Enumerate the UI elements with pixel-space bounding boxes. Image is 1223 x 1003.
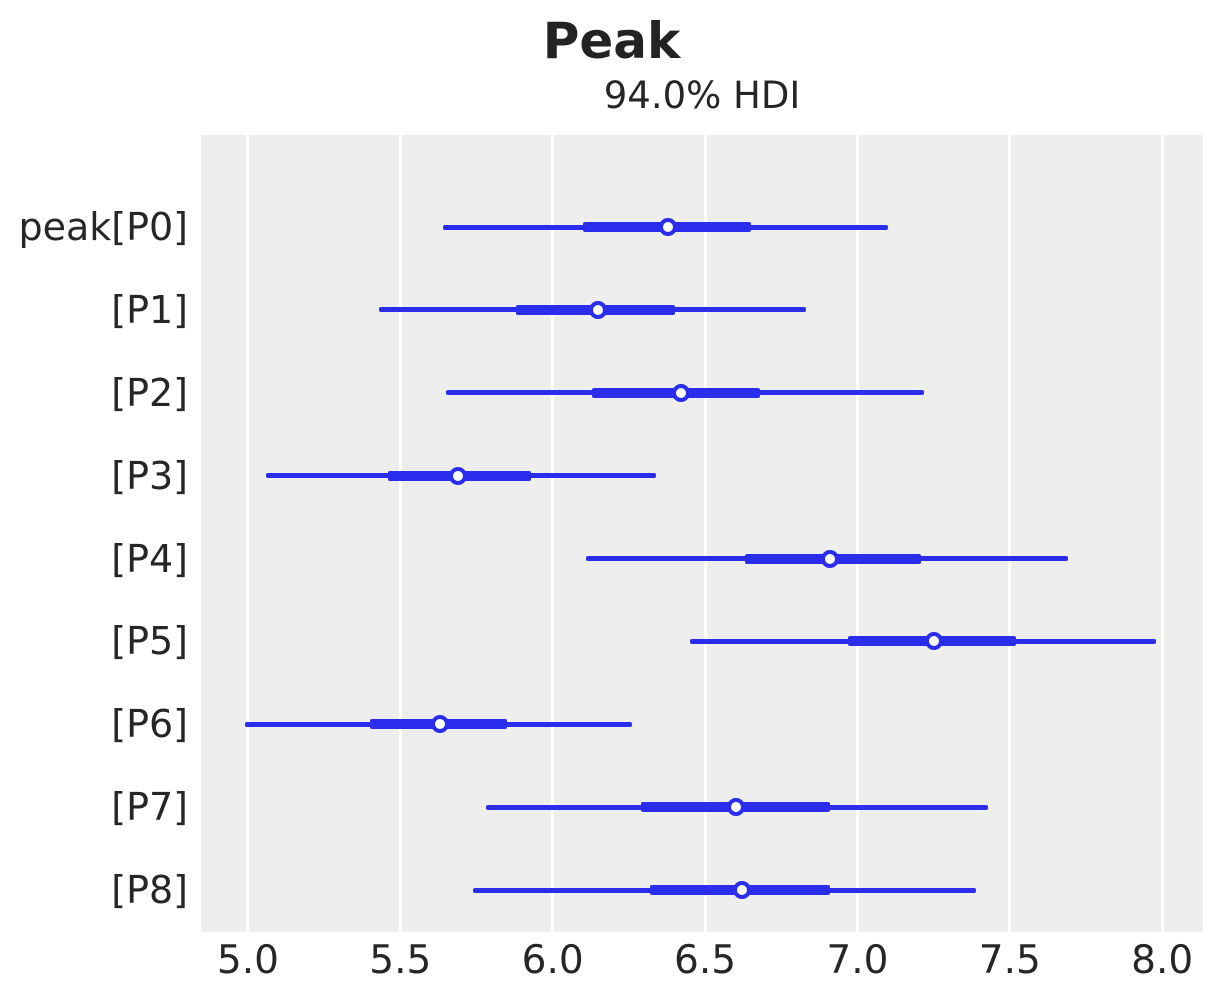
- gridline: [1008, 135, 1012, 932]
- x-tick-label: 6.5: [674, 938, 737, 983]
- gridline: [551, 135, 555, 932]
- x-tick-label: 5.0: [216, 938, 279, 983]
- y-tick-label: [P2]: [111, 370, 188, 415]
- median-marker: [726, 798, 745, 817]
- gridline: [855, 135, 859, 932]
- y-tick-label: peak[P0]: [18, 205, 188, 249]
- figure-title: Peak: [542, 12, 681, 70]
- median-marker: [671, 383, 690, 402]
- y-tick-label: [P3]: [111, 453, 188, 498]
- y-tick-label: [P6]: [111, 702, 188, 747]
- median-marker: [659, 218, 678, 236]
- y-tick-label: [P7]: [111, 785, 188, 830]
- plot-area: [201, 135, 1203, 932]
- x-tick-label: 7.5: [978, 938, 1041, 983]
- median-marker: [732, 881, 751, 899]
- median-marker: [924, 632, 943, 651]
- median-marker: [820, 549, 839, 568]
- median-marker: [589, 300, 608, 319]
- x-tick-label: 6.0: [521, 938, 584, 983]
- median-marker: [430, 715, 449, 734]
- y-tick-label: [P8]: [111, 868, 188, 912]
- x-tick-label: 8.0: [1131, 938, 1194, 983]
- gridline: [246, 135, 250, 932]
- y-tick-label: [P5]: [111, 619, 188, 664]
- y-tick-label: [P1]: [111, 287, 188, 332]
- y-tick-label: [P4]: [111, 536, 188, 581]
- median-marker: [449, 466, 468, 485]
- hdi-subtitle: 94.0% HDI: [603, 74, 801, 117]
- gridline: [703, 135, 707, 932]
- x-tick-label: 5.5: [369, 938, 432, 983]
- gridline: [1160, 135, 1164, 932]
- gridline: [398, 135, 402, 932]
- x-tick-label: 7.0: [826, 938, 889, 983]
